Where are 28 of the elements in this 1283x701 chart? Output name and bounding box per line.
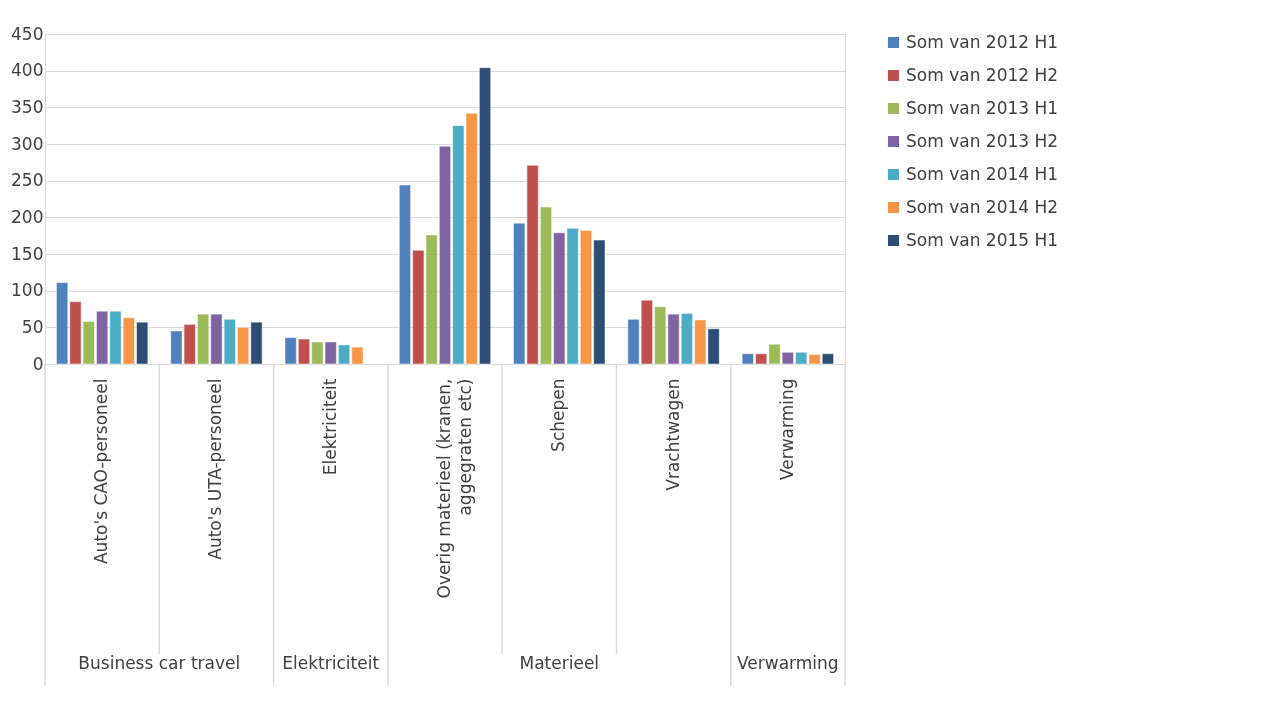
y-tick-label: 250 bbox=[11, 170, 44, 191]
x-tick-label: Verwarming bbox=[776, 378, 797, 481]
y-tick-label: 50 bbox=[21, 316, 44, 337]
y-tick-label: 450 bbox=[11, 23, 44, 44]
x-tick-label: Vrachtwagen bbox=[662, 378, 683, 491]
text: Verwarming bbox=[737, 653, 839, 673]
x-tick-label: Auto's UTA-personeel bbox=[205, 378, 226, 560]
y-tick-label: 150 bbox=[11, 243, 44, 264]
legend-label: Som van 2014 H2 bbox=[906, 196, 1059, 217]
text: Materieel bbox=[519, 653, 600, 673]
legend-label: Som van 2014 H1 bbox=[906, 163, 1059, 184]
x-tick-label: Overig materieel (kranen, aggegraten etc) bbox=[434, 378, 475, 599]
legend-label: Som van 2013 H2 bbox=[906, 130, 1059, 151]
y-tick-label: 400 bbox=[11, 60, 44, 81]
legend-label: Som van 2013 H1 bbox=[906, 97, 1059, 118]
legend-label: Som van 2012 H2 bbox=[906, 64, 1059, 85]
x-tick-label: Auto's CAO-personeel bbox=[91, 378, 112, 565]
text: Business car travel bbox=[78, 653, 241, 673]
legend-label: Som van 2015 H1 bbox=[906, 229, 1059, 250]
y-tick-label: 350 bbox=[11, 96, 44, 117]
y-tick-label: 0 bbox=[32, 353, 44, 374]
x-tick-label: Schepen bbox=[548, 378, 569, 452]
text: Elektriciteit bbox=[282, 653, 380, 673]
legend-label: Som van 2012 H1 bbox=[906, 31, 1059, 52]
y-tick-label: 100 bbox=[11, 280, 44, 301]
y-tick-label: 200 bbox=[11, 206, 44, 227]
y-tick-label: 300 bbox=[11, 133, 44, 154]
x-tick-label: Elektriciteit bbox=[319, 378, 340, 476]
